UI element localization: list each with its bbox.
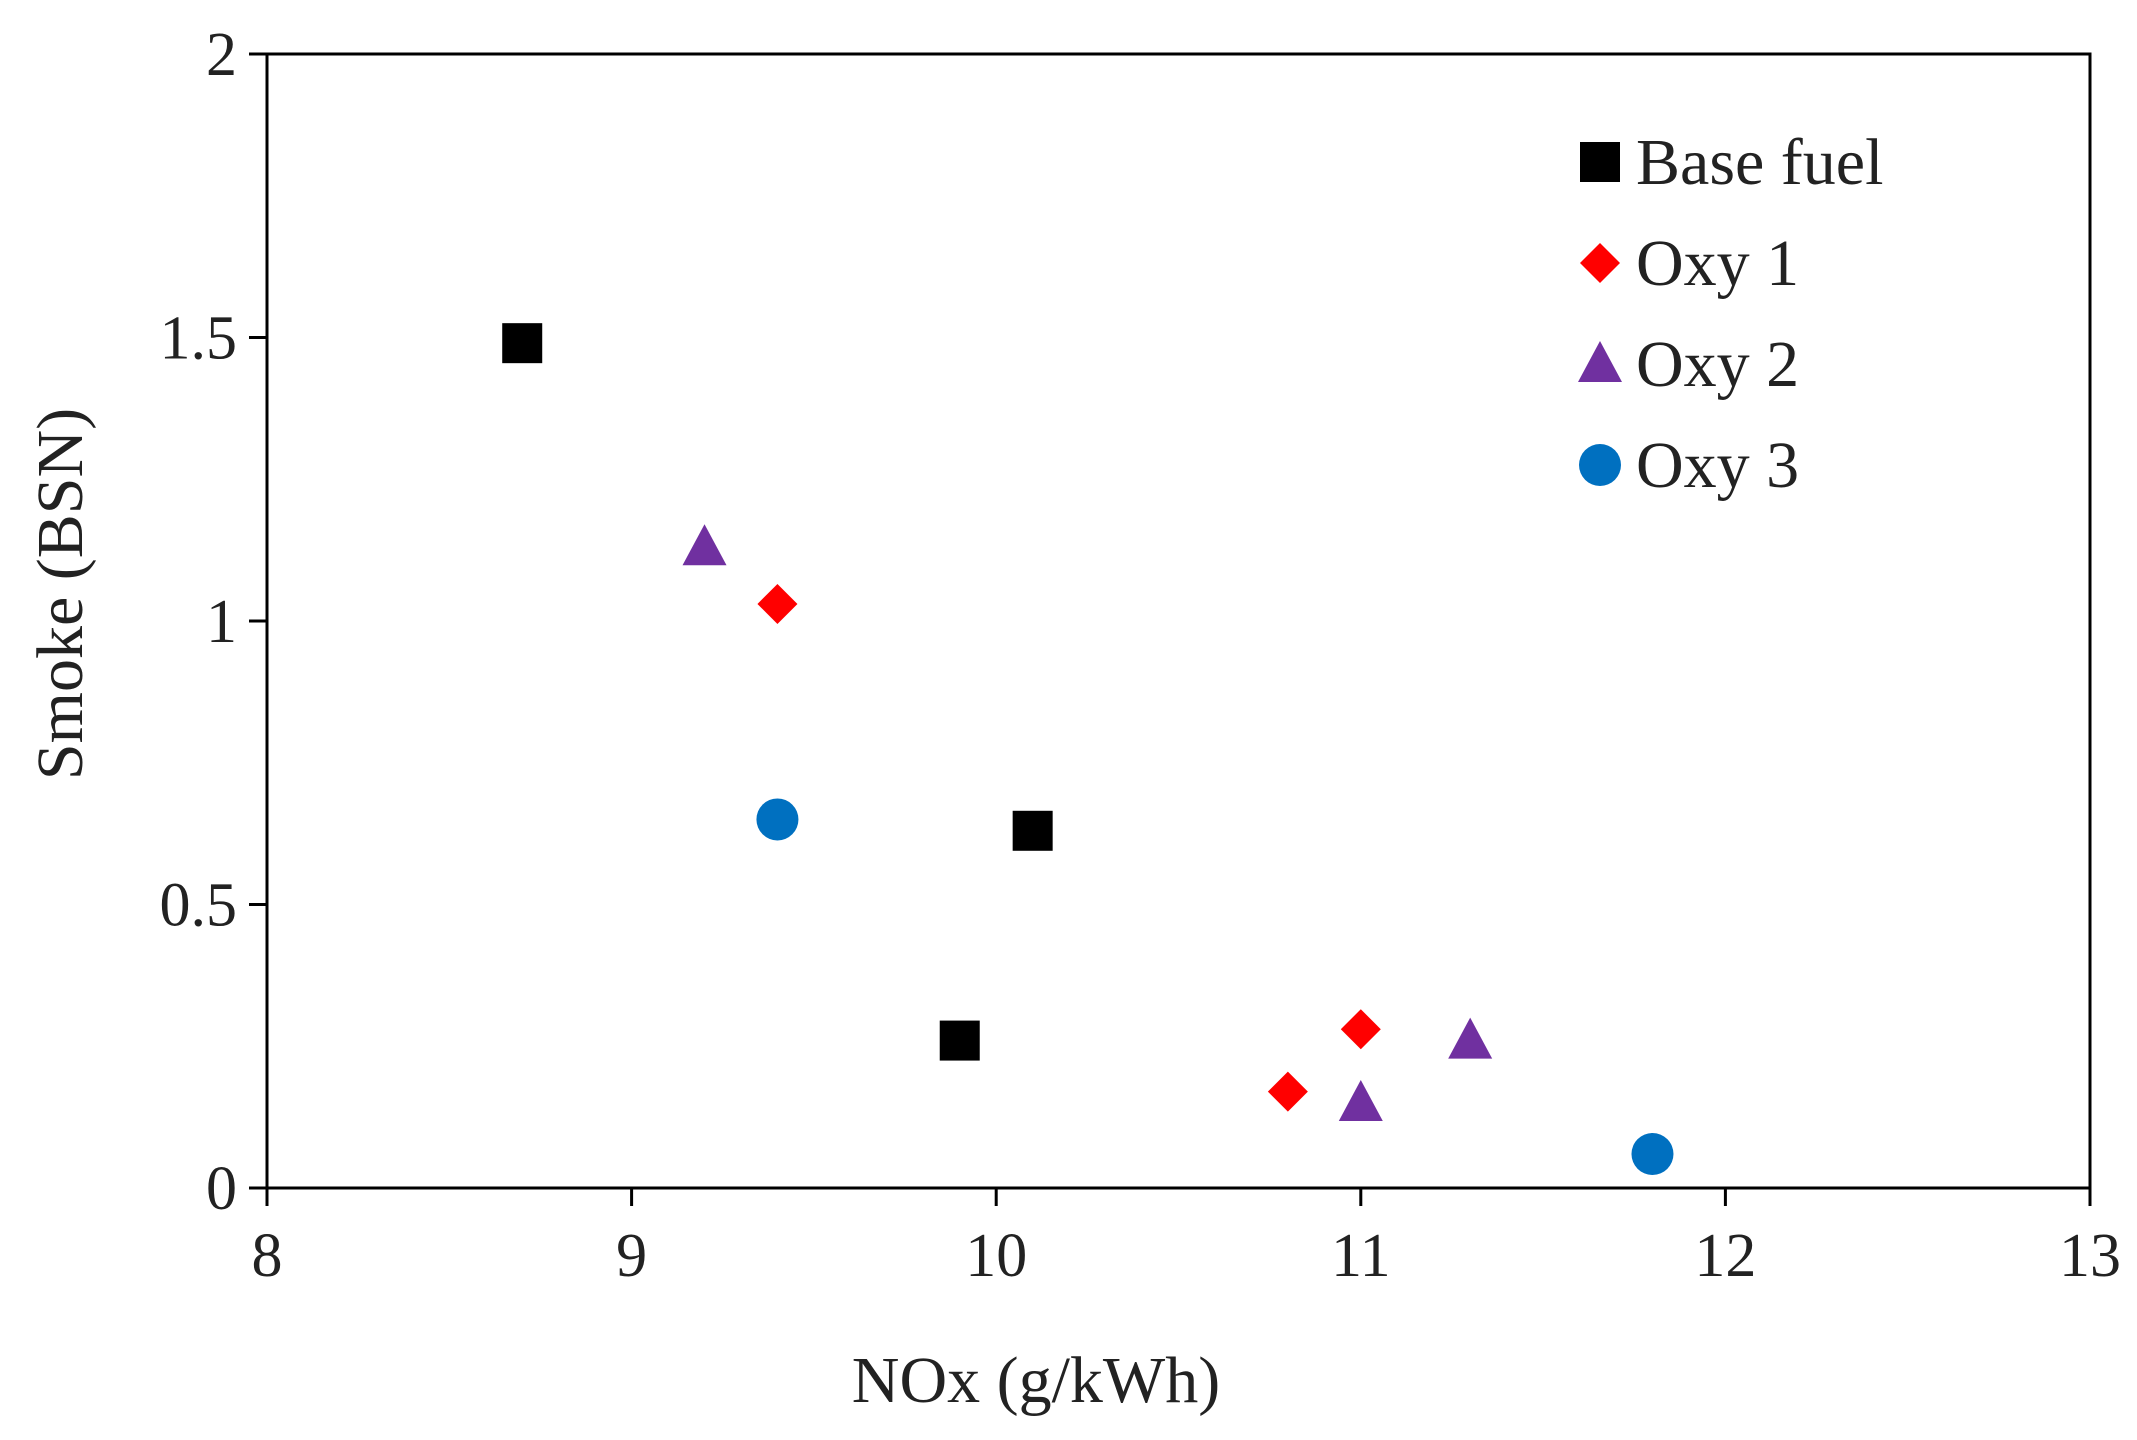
x-tick-label: 8 xyxy=(252,1222,283,1290)
legend-label-oxy-1: Oxy 1 xyxy=(1636,227,1799,300)
data-points xyxy=(502,323,1674,1175)
y-tick-label: 2 xyxy=(206,21,237,89)
point-oxy-1-3 xyxy=(1340,1009,1381,1050)
x-axis-title: NOx (g/kWh) xyxy=(852,1344,1220,1417)
point-oxy-2-2 xyxy=(1338,1079,1383,1121)
legend-marker-base-fuel xyxy=(1580,142,1620,182)
y-tick-label: 1 xyxy=(206,588,237,656)
legend-marker-oxy-2 xyxy=(1578,341,1622,382)
x-tick-label: 9 xyxy=(616,1222,647,1290)
point-oxy-1-2 xyxy=(1267,1071,1308,1112)
legend-marker-oxy-3 xyxy=(1579,444,1621,486)
legend: Base fuel Oxy 1 Oxy 2 Oxy 3 xyxy=(1578,126,1883,502)
legend-label-oxy-2: Oxy 2 xyxy=(1636,328,1799,401)
y-tick-label: 0.5 xyxy=(160,872,238,940)
legend-label-oxy-3: Oxy 3 xyxy=(1636,429,1799,502)
y-tick-label: 1.5 xyxy=(160,305,238,373)
y-tick-label: 0 xyxy=(206,1155,237,1223)
point-base-fuel-2 xyxy=(939,1020,980,1061)
tick-labels: 0 0.5 1 1.5 2 8 9 10 11 12 13 xyxy=(160,21,2122,1290)
point-oxy-2-3 xyxy=(1448,1017,1493,1059)
point-base-fuel-3 xyxy=(1012,810,1053,851)
x-tick-label: 10 xyxy=(965,1222,1027,1290)
x-tick-label: 11 xyxy=(1331,1222,1391,1290)
point-oxy-3-1 xyxy=(756,798,799,841)
x-tick-label: 12 xyxy=(1694,1222,1756,1290)
legend-marker-oxy-1 xyxy=(1580,243,1620,283)
point-oxy-1-1 xyxy=(757,583,798,624)
x-tick-label: 13 xyxy=(2059,1222,2121,1290)
point-oxy-3-2 xyxy=(1631,1132,1674,1175)
legend-label-base-fuel: Base fuel xyxy=(1636,126,1883,199)
axes xyxy=(249,52,2092,1206)
point-oxy-2-1 xyxy=(682,524,727,566)
point-base-fuel-1 xyxy=(502,323,543,364)
y-axis-title: Smoke (BSN) xyxy=(24,408,97,780)
plot-frame xyxy=(265,52,2092,1190)
